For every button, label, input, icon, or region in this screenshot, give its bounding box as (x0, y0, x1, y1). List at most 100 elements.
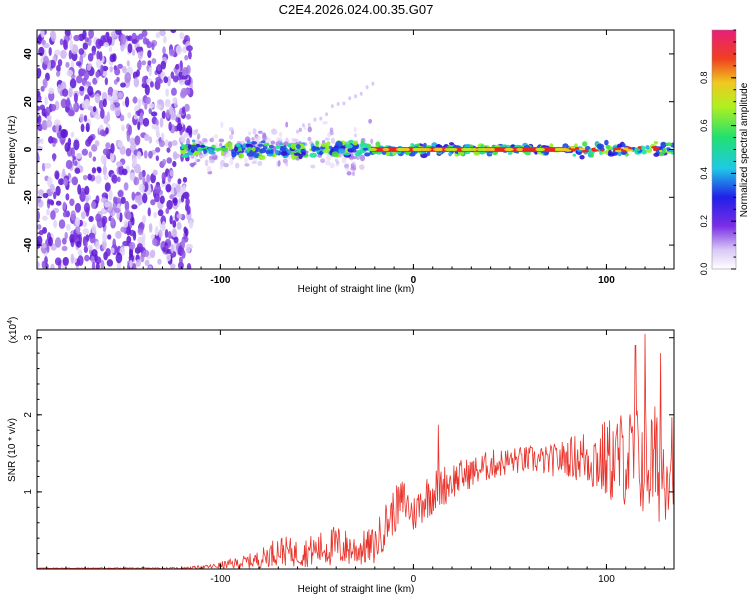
heatmap-cell (158, 209, 164, 216)
heatmap-cell (438, 148, 443, 151)
heatmap-cell (143, 250, 149, 257)
heatmap-cell (112, 174, 118, 183)
heatmap-cell (77, 255, 83, 266)
heatmap-cell (54, 170, 59, 179)
heatmap-cell (36, 262, 40, 269)
heatmap-cell (184, 80, 190, 86)
heatmap-cell (60, 39, 64, 46)
heatmap-cell (58, 178, 64, 185)
heatmap-cell (177, 222, 182, 230)
heatmap-cell (189, 220, 193, 229)
heatmap-cell (161, 61, 167, 70)
heatmap-cell (81, 211, 86, 219)
heatmap-cell (95, 140, 100, 146)
heatmap-cell (342, 101, 345, 105)
heatmap-cell (166, 157, 172, 163)
heatmap-cell (606, 145, 611, 150)
heatmap-cell (91, 201, 96, 209)
heatmap-cell (145, 97, 151, 105)
heatmap-cell (255, 136, 261, 141)
heatmap-cell (111, 217, 115, 225)
heatmap-cell (211, 145, 215, 149)
heatmap-cell (63, 202, 67, 211)
heatmap-cell (184, 132, 189, 137)
heatmap-cell (465, 144, 469, 147)
heatmap-cell (142, 193, 147, 203)
heatmap-cell (62, 246, 68, 251)
heatmap-cell (136, 47, 143, 52)
heatmap-cell (159, 30, 166, 36)
heatmap-cell (182, 106, 185, 113)
heatmap-cell (194, 156, 197, 161)
heatmap-cell (152, 238, 157, 246)
heatmap-cell (93, 106, 96, 112)
heatmap-cell (287, 150, 291, 153)
heatmap-cell (579, 155, 584, 159)
heatmap-cell (40, 138, 43, 144)
heatmap-cell (172, 220, 176, 228)
heatmap-cell (604, 140, 609, 146)
heatmap-cell (87, 64, 92, 71)
heatmap-cell (124, 72, 131, 83)
heatmap-cell (47, 199, 53, 204)
heatmap-cell (234, 146, 238, 151)
heatmap-cell (126, 212, 131, 220)
heatmap-cell (156, 155, 159, 161)
heatmap-cell (125, 97, 129, 108)
heatmap-cell (168, 141, 172, 148)
heatmap-cell (186, 45, 193, 51)
heatmap-cell (332, 151, 339, 157)
heatmap-cell (86, 123, 90, 132)
heatmap-cell (102, 216, 108, 224)
heatmap-cell (132, 263, 136, 273)
heatmap-cell (423, 148, 432, 151)
heatmap-cell (65, 193, 69, 200)
heatmap-cell (412, 148, 418, 151)
heatmap-cell (43, 193, 49, 198)
heatmap-cell (347, 171, 352, 175)
heatmap-cell (84, 71, 89, 81)
heatmap-cell (88, 216, 93, 222)
heatmap-cell (244, 163, 249, 167)
heatmap-cell (221, 151, 224, 156)
heatmap-cell (214, 134, 218, 138)
heatmap-cell (82, 149, 88, 156)
heatmap-cell (172, 140, 178, 146)
heatmap-cell (41, 243, 47, 248)
heatmap-cell (299, 128, 302, 132)
heatmap-cell (53, 220, 57, 229)
heatmap-cell (55, 257, 62, 265)
heatmap-cell (308, 126, 312, 132)
heatmap-cell (183, 177, 187, 183)
heatmap-cell (218, 147, 223, 150)
heatmap-cell (137, 121, 140, 130)
heatmap-cell (169, 215, 172, 224)
heatmap-cell (144, 150, 148, 158)
snr-scale-close: ) (8, 317, 19, 320)
heatmap-cell (181, 154, 188, 157)
heatmap-cell (134, 114, 138, 119)
heatmap-cell (335, 158, 338, 162)
heatmap-cell (188, 50, 192, 59)
heatmap-cell (69, 198, 74, 206)
heatmap-cell (87, 174, 92, 181)
heatmap-cell (271, 140, 276, 144)
heatmap-cell (100, 64, 103, 74)
heatmap-cell (50, 104, 56, 111)
heatmap-cell (185, 244, 190, 253)
heatmap-cell (43, 56, 49, 65)
heatmap-cell (592, 149, 599, 152)
heatmap-cell (171, 113, 177, 121)
heatmap-cell (120, 115, 125, 122)
heatmap-cell (309, 153, 317, 158)
heatmap-cell (64, 232, 67, 239)
heatmap-cell (156, 132, 160, 139)
heatmap-cell (262, 135, 268, 141)
heatmap-cell (257, 161, 262, 166)
snr-x-axis: -100 0 100 (47, 330, 665, 585)
heatmap-cell (85, 99, 90, 108)
heatmap-cell (165, 229, 169, 238)
heatmap-cell (76, 75, 82, 83)
heatmap-cell (127, 43, 132, 53)
heatmap-cell (142, 177, 145, 185)
